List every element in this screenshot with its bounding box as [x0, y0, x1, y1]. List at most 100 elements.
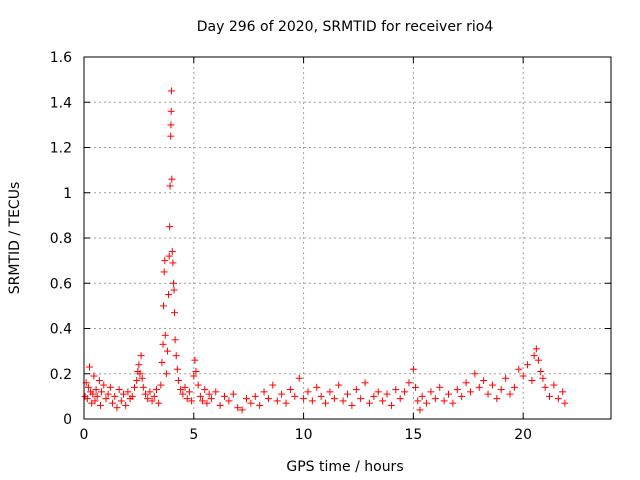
data-point — [205, 390, 213, 398]
data-point — [192, 367, 200, 375]
data-point — [532, 345, 540, 353]
data-point — [137, 352, 145, 360]
data-point — [264, 395, 272, 403]
data-point — [561, 399, 569, 407]
data-point — [238, 406, 246, 414]
data-point — [273, 397, 281, 405]
data-point — [361, 379, 369, 387]
data-point — [162, 370, 170, 378]
data-point — [100, 381, 108, 389]
data-point — [172, 352, 180, 360]
data-point — [317, 392, 325, 400]
data-point — [212, 388, 220, 396]
data-point — [167, 132, 175, 140]
data-point — [122, 401, 130, 409]
y-tick-label: 0.2 — [50, 367, 72, 383]
data-point — [160, 268, 168, 276]
data-point — [431, 395, 439, 403]
data-point — [174, 377, 182, 385]
data-point — [453, 386, 461, 394]
data-point — [541, 383, 549, 391]
data-point — [291, 392, 299, 400]
data-point — [171, 336, 179, 344]
data-point — [157, 381, 165, 389]
data-point — [170, 286, 178, 294]
data-point — [163, 347, 171, 355]
data-point — [83, 395, 91, 403]
grid-lines — [84, 57, 611, 419]
data-point — [247, 399, 255, 407]
data-point — [135, 361, 143, 369]
plot-frame — [83, 56, 612, 420]
data-point — [335, 381, 343, 389]
data-point — [282, 399, 290, 407]
data-point — [295, 374, 303, 382]
data-point — [554, 395, 562, 403]
data-point — [183, 395, 191, 403]
y-tick-labels: 0 0.2 0.4 0.6 0.8 1 1.2 1.4 1.6 — [50, 50, 72, 428]
data-point — [493, 395, 501, 403]
data-point — [166, 182, 174, 190]
data-point — [141, 390, 149, 398]
x-axis-label: GPS time / hours — [286, 459, 403, 475]
y-axis-label: SRMTID / TECUs — [7, 182, 23, 295]
data-point — [91, 397, 99, 405]
data-point — [155, 399, 163, 407]
data-point — [352, 386, 360, 394]
data-point — [396, 395, 404, 403]
data-point — [102, 395, 110, 403]
data-point — [535, 356, 543, 364]
data-point — [196, 392, 204, 400]
data-point — [185, 388, 193, 396]
axis-ticks — [83, 56, 611, 420]
data-point — [234, 404, 242, 412]
data-point — [131, 383, 139, 391]
data-point — [93, 392, 101, 400]
data-point — [106, 383, 114, 391]
data-point — [370, 392, 378, 400]
data-point — [111, 392, 119, 400]
data-point — [207, 395, 215, 403]
data-point — [168, 248, 176, 256]
data-point — [85, 363, 93, 371]
data-point — [104, 390, 112, 398]
data-point — [201, 386, 209, 394]
data-point — [158, 358, 166, 366]
data-point — [84, 383, 92, 391]
data-point — [502, 374, 510, 382]
data-point — [199, 397, 207, 405]
data-point — [161, 257, 169, 265]
data-point — [339, 397, 347, 405]
data-point — [256, 401, 264, 409]
data-point — [414, 397, 422, 405]
data-point — [146, 388, 154, 396]
data-point — [497, 386, 505, 394]
data-point — [120, 390, 128, 398]
data-point — [379, 397, 387, 405]
data-point — [173, 365, 181, 373]
data-point — [128, 392, 136, 400]
data-point — [506, 390, 514, 398]
data-point — [242, 395, 250, 403]
data-point — [392, 386, 400, 394]
data-point — [357, 395, 365, 403]
data-point — [170, 279, 178, 287]
data-point — [138, 374, 146, 382]
y-tick-label: 1.4 — [50, 95, 72, 111]
y-tick-label: 0.4 — [50, 322, 72, 338]
data-point — [169, 259, 177, 267]
data-point — [139, 383, 147, 391]
data-point — [159, 302, 167, 310]
x-tick-label: 15 — [404, 427, 422, 443]
y-tick-label: 1 — [63, 186, 72, 202]
data-point — [445, 390, 453, 398]
data-point — [401, 388, 409, 396]
data-point — [148, 397, 156, 405]
data-point — [462, 379, 470, 387]
data-point — [418, 392, 426, 400]
data-point — [179, 390, 187, 398]
data-point — [278, 390, 286, 398]
data-point — [167, 87, 175, 95]
data-point — [449, 399, 457, 407]
